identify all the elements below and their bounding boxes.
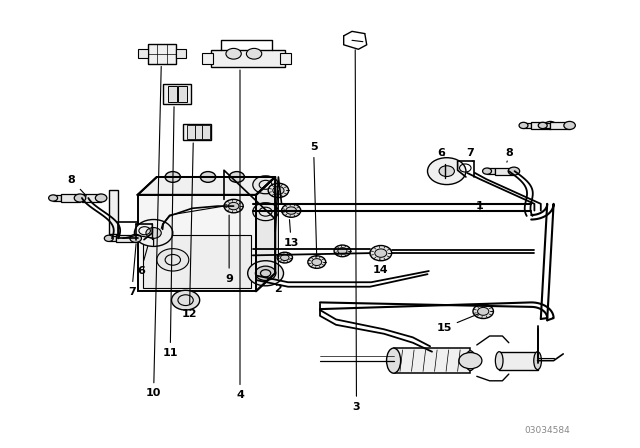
Bar <box>531 122 550 129</box>
Ellipse shape <box>387 348 401 373</box>
Text: 8: 8 <box>506 148 513 162</box>
Bar <box>195 125 202 139</box>
Circle shape <box>70 195 79 201</box>
Circle shape <box>253 176 278 194</box>
Circle shape <box>280 254 289 261</box>
Circle shape <box>172 290 200 310</box>
Bar <box>61 194 80 202</box>
Text: 15: 15 <box>436 314 479 333</box>
Circle shape <box>508 167 520 175</box>
Circle shape <box>428 158 466 185</box>
Bar <box>109 190 118 234</box>
Circle shape <box>334 245 351 257</box>
Bar <box>187 125 195 139</box>
Text: 3: 3 <box>353 50 360 412</box>
Ellipse shape <box>534 352 541 370</box>
Bar <box>176 49 186 58</box>
Bar <box>116 235 136 242</box>
Bar <box>148 44 176 64</box>
Bar <box>487 168 495 174</box>
Bar <box>163 84 191 104</box>
Text: 8: 8 <box>68 175 86 196</box>
Circle shape <box>49 195 58 201</box>
Circle shape <box>226 48 241 59</box>
Bar <box>202 53 213 64</box>
Circle shape <box>134 220 173 246</box>
Text: 5: 5 <box>310 142 317 257</box>
Text: 11: 11 <box>163 107 178 358</box>
Circle shape <box>74 194 86 202</box>
Polygon shape <box>138 177 275 195</box>
Bar <box>82 194 101 202</box>
Bar <box>394 348 470 373</box>
Circle shape <box>483 168 492 174</box>
Polygon shape <box>256 177 275 291</box>
Ellipse shape <box>495 352 503 370</box>
Bar <box>499 352 538 370</box>
Text: 13: 13 <box>284 220 299 248</box>
Circle shape <box>224 199 243 213</box>
Bar <box>53 195 61 201</box>
Circle shape <box>268 183 289 198</box>
Bar <box>138 49 148 58</box>
Circle shape <box>228 202 239 210</box>
Text: 14: 14 <box>372 259 388 275</box>
Text: 6: 6 <box>137 246 148 276</box>
Text: 1: 1 <box>476 201 484 211</box>
Circle shape <box>146 228 161 238</box>
Circle shape <box>95 194 107 202</box>
Circle shape <box>157 249 189 271</box>
Circle shape <box>564 121 575 129</box>
Circle shape <box>246 48 262 59</box>
Circle shape <box>253 202 278 221</box>
Text: 10: 10 <box>146 66 161 398</box>
Bar <box>74 195 82 201</box>
Text: 7: 7 <box>467 148 474 161</box>
Circle shape <box>312 258 322 266</box>
Bar <box>550 122 570 129</box>
Circle shape <box>104 235 113 241</box>
Bar <box>202 125 210 139</box>
Bar <box>495 168 514 175</box>
Text: 2: 2 <box>275 196 282 294</box>
Circle shape <box>282 204 301 217</box>
Circle shape <box>538 122 547 129</box>
Text: 9: 9 <box>225 215 233 284</box>
Circle shape <box>459 353 482 369</box>
Circle shape <box>338 248 347 254</box>
Text: 7: 7 <box>128 244 136 297</box>
Bar <box>280 53 291 64</box>
Circle shape <box>248 261 284 286</box>
Circle shape <box>286 207 296 214</box>
Circle shape <box>545 121 556 129</box>
Bar <box>109 236 116 241</box>
Circle shape <box>200 172 216 182</box>
Circle shape <box>439 166 454 177</box>
Text: 6: 6 <box>438 148 445 158</box>
Circle shape <box>165 172 180 182</box>
Bar <box>524 123 531 128</box>
Circle shape <box>370 246 392 261</box>
Circle shape <box>229 172 244 182</box>
Circle shape <box>473 304 493 319</box>
Circle shape <box>477 307 489 315</box>
Text: 4: 4 <box>236 70 244 400</box>
Bar <box>178 86 187 102</box>
Circle shape <box>519 122 528 129</box>
Text: 03034584: 03034584 <box>524 426 570 435</box>
Bar <box>168 86 177 102</box>
Circle shape <box>277 252 292 263</box>
Circle shape <box>375 249 387 257</box>
Bar <box>183 124 211 140</box>
Bar <box>543 123 550 128</box>
Text: 12: 12 <box>182 143 197 319</box>
Circle shape <box>273 186 284 194</box>
Circle shape <box>130 234 141 242</box>
Bar <box>143 235 251 288</box>
Bar <box>138 195 256 291</box>
Ellipse shape <box>465 351 476 370</box>
Circle shape <box>308 256 326 268</box>
Bar <box>211 50 285 67</box>
Circle shape <box>255 266 276 280</box>
